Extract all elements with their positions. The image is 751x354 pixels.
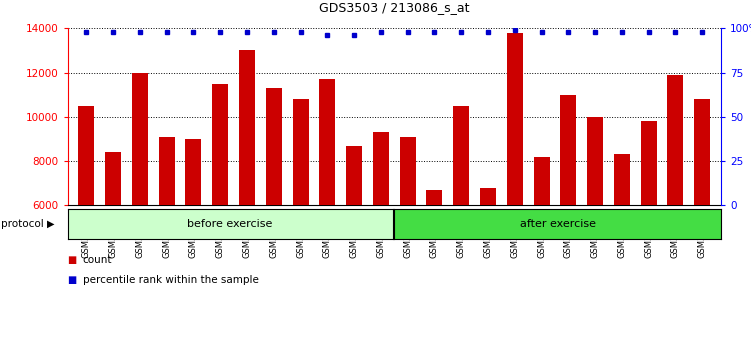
- Bar: [78, 106, 95, 338]
- Text: before exercise: before exercise: [188, 219, 273, 229]
- Bar: [614, 154, 630, 338]
- Bar: [427, 190, 442, 338]
- Bar: [185, 139, 201, 338]
- Bar: [266, 88, 282, 338]
- Bar: [480, 188, 496, 338]
- Bar: [587, 117, 603, 338]
- Bar: [507, 33, 523, 338]
- Bar: [239, 51, 255, 338]
- Bar: [132, 73, 148, 338]
- Bar: [319, 79, 336, 338]
- Text: ■: ■: [68, 255, 77, 265]
- Bar: [158, 137, 175, 338]
- Text: ■: ■: [68, 275, 77, 285]
- Bar: [694, 99, 710, 338]
- Bar: [641, 121, 656, 338]
- Bar: [372, 132, 389, 338]
- Bar: [105, 152, 121, 338]
- Bar: [293, 99, 309, 338]
- Text: percentile rank within the sample: percentile rank within the sample: [83, 275, 258, 285]
- Bar: [346, 145, 362, 338]
- Text: after exercise: after exercise: [520, 219, 596, 229]
- Text: count: count: [83, 255, 112, 265]
- Bar: [533, 156, 550, 338]
- Text: GDS3503 / 213086_s_at: GDS3503 / 213086_s_at: [319, 1, 469, 14]
- Bar: [668, 75, 683, 338]
- Bar: [560, 95, 576, 338]
- Bar: [453, 106, 469, 338]
- Bar: [213, 84, 228, 338]
- Text: ▶: ▶: [47, 219, 55, 229]
- Bar: [400, 137, 416, 338]
- Text: protocol: protocol: [1, 219, 44, 229]
